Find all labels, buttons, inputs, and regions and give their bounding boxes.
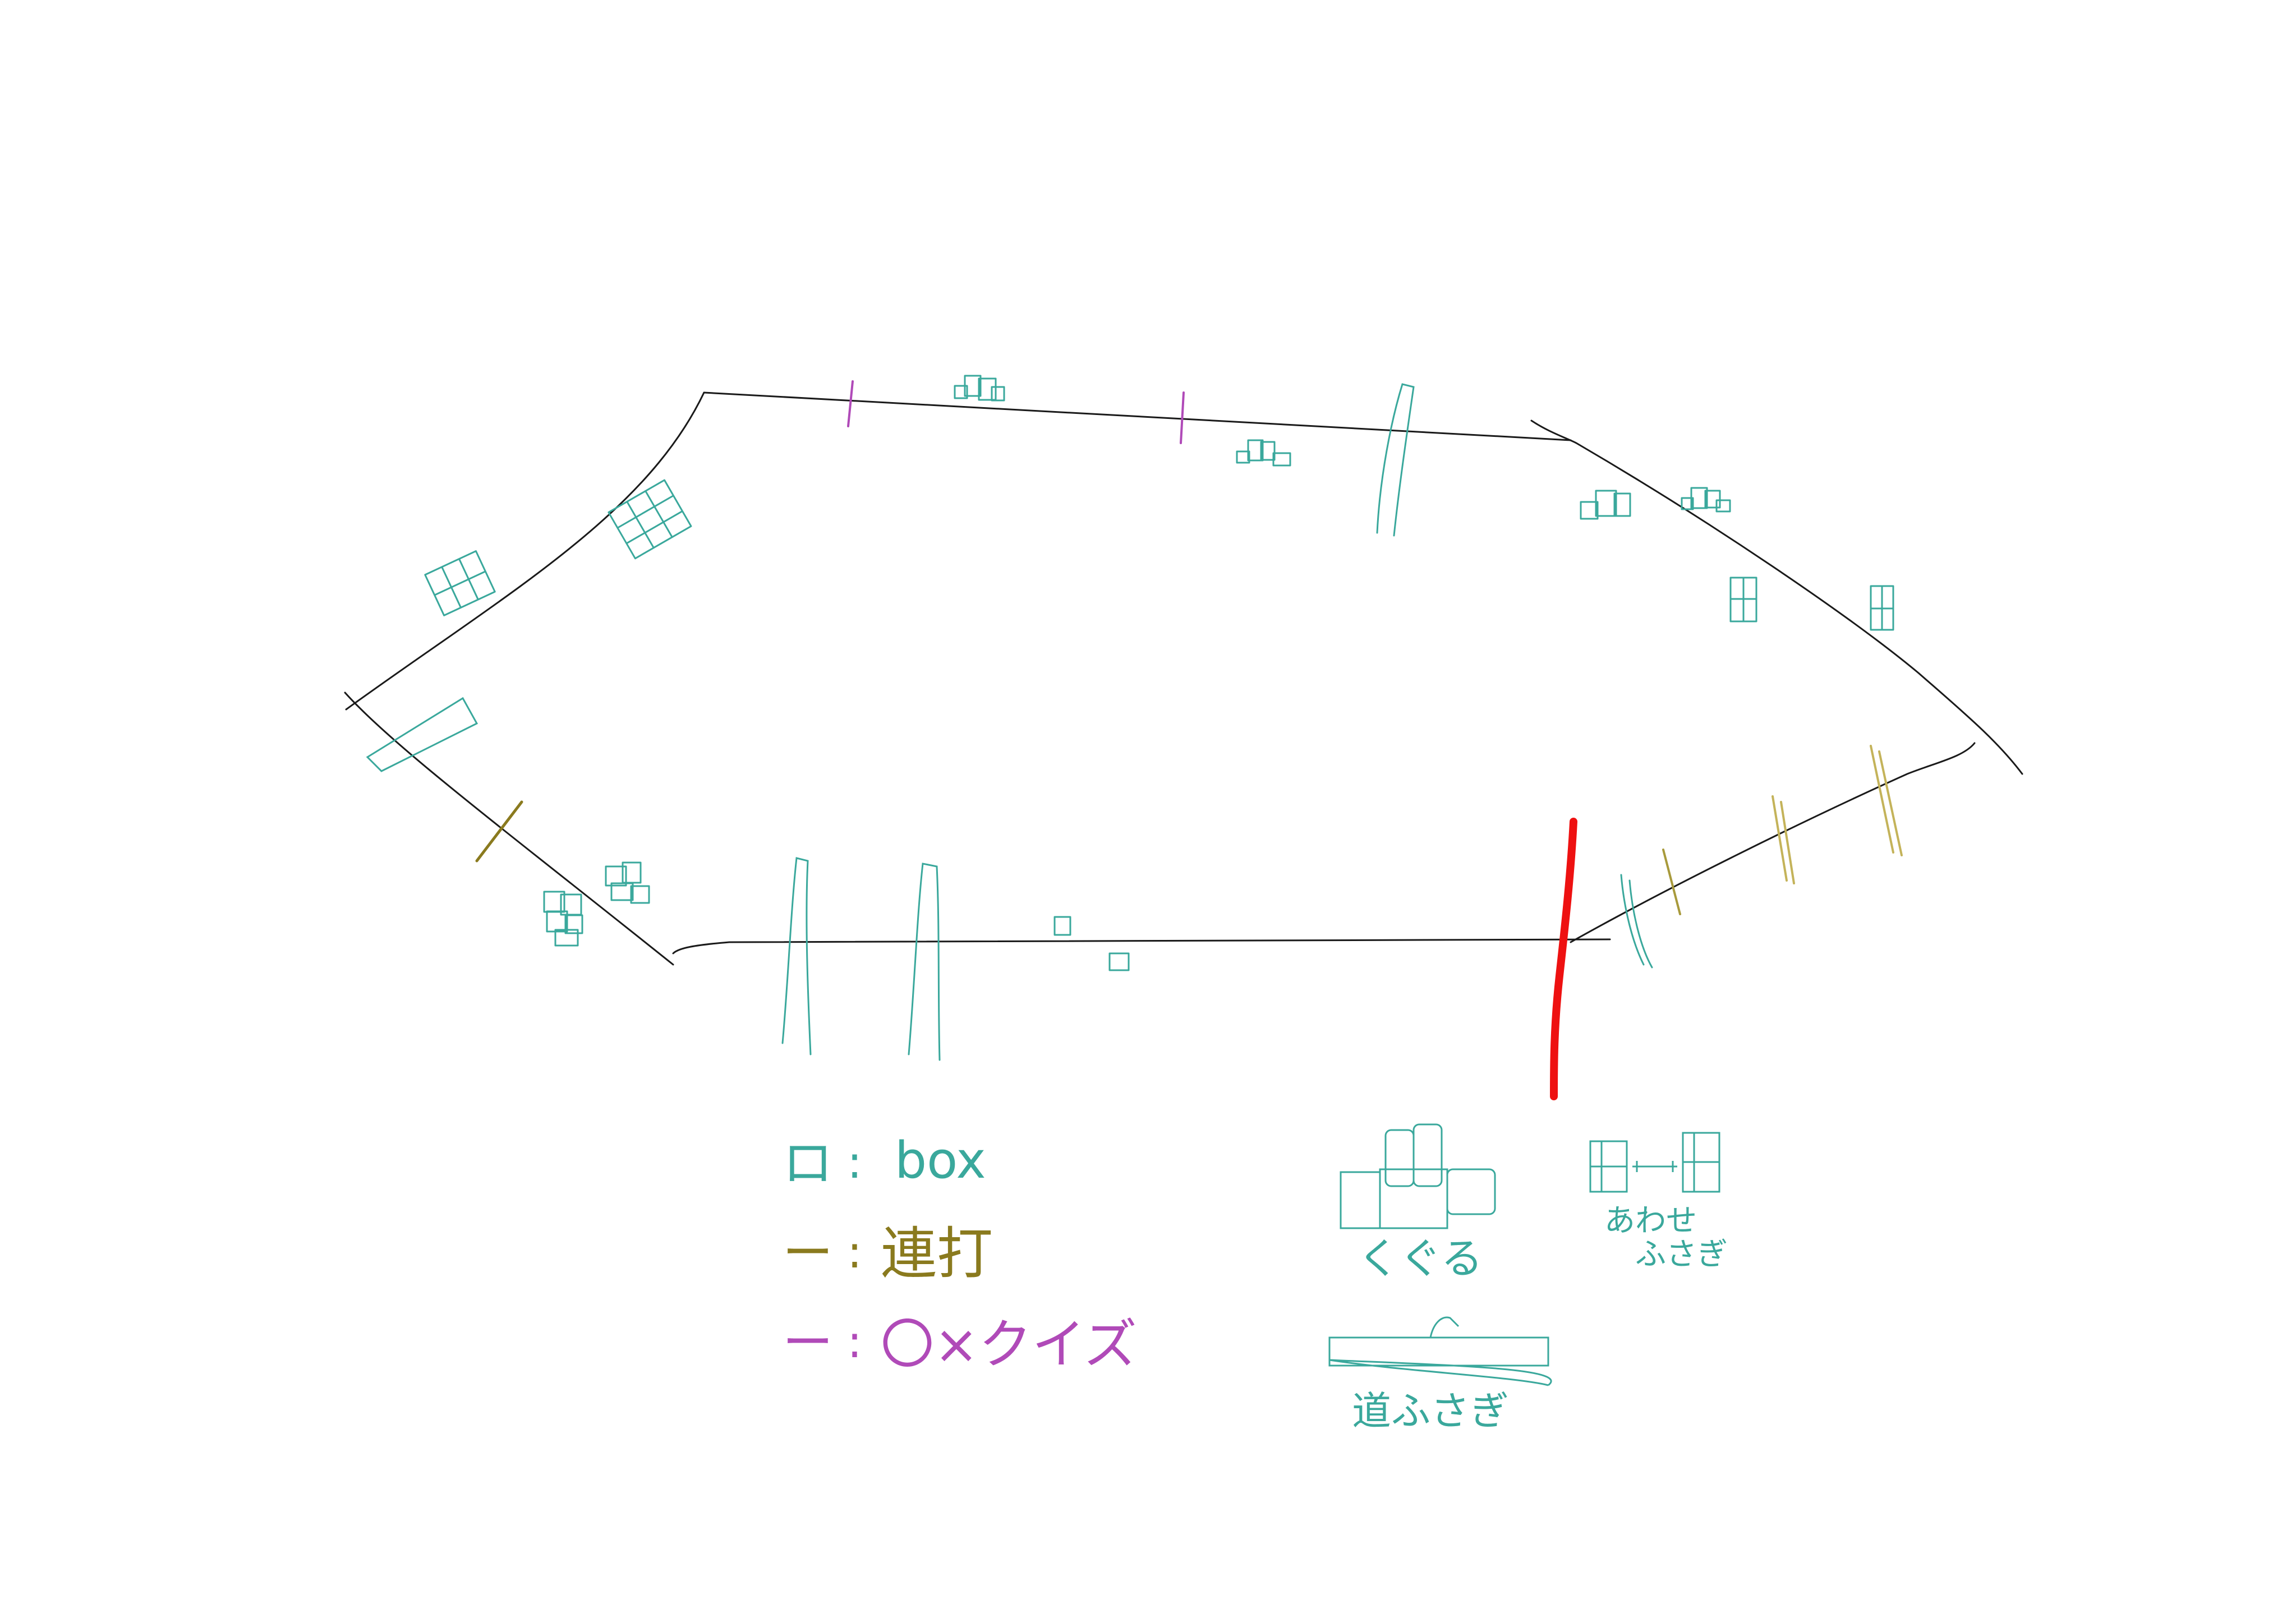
- box-obstacles: [424, 375, 1894, 971]
- example-road-block: 道ふさぎ: [1328, 1316, 1552, 1434]
- road-blocks: [366, 383, 1653, 1061]
- legend-mash-label: 連打: [881, 1221, 993, 1287]
- box-small-bottom-1: [1053, 916, 1071, 936]
- mash-markers: [475, 745, 1903, 915]
- box-small-bottom-2: [1108, 952, 1130, 971]
- legend-quiz-symbol: ー: [783, 1313, 833, 1372]
- legend-box-symbol: ロ: [783, 1134, 833, 1193]
- legend-mash-symbol: ー: [783, 1224, 833, 1283]
- legend-quiz-label: 〇×クイズ: [881, 1314, 1137, 1376]
- example-pillar-label-1: あわせ: [1604, 1202, 1697, 1238]
- legend-mash-sep: :: [847, 1226, 862, 1278]
- legend-quiz-sep: :: [847, 1316, 862, 1368]
- track-edge-left-lower: [344, 691, 674, 966]
- box-cluster-right-2: [1681, 487, 1731, 513]
- box-cluster-right-1: [1580, 490, 1631, 520]
- example-crawl-label: くぐる: [1358, 1234, 1483, 1283]
- track-edge-top-right: [1530, 419, 2023, 775]
- track-edge-left-upper: [345, 391, 705, 711]
- mash-marker-right-1: [1662, 849, 1681, 915]
- track-edge-bottom-right: [1570, 742, 1976, 943]
- box-cluster-left-lower-2: [605, 861, 650, 904]
- road-block-bottom-2: [908, 863, 941, 1061]
- legend: ロ : box ー : 連打 ー : 〇×クイズ: [783, 1131, 1137, 1376]
- box-grid-left-2: [608, 479, 692, 560]
- box-cluster-top-1: [954, 375, 1005, 402]
- quiz-markers: [847, 380, 1185, 444]
- quiz-marker-2: [1180, 391, 1185, 444]
- quiz-marker-1: [847, 380, 854, 427]
- box-stack-right-2: [1870, 585, 1894, 631]
- box-stack-right-1: [1729, 577, 1757, 623]
- track-edge-top: [703, 391, 1572, 441]
- example-pillar-label-2: ふさぎ: [1635, 1236, 1728, 1272]
- mash-marker-left: [475, 800, 523, 863]
- box-cluster-left-lower-1: [543, 891, 583, 947]
- legend-box-sep: :: [847, 1136, 862, 1188]
- legend-box-label: box: [895, 1131, 986, 1190]
- road-block-bottom-right: [1620, 874, 1653, 969]
- example-road-block-label: 道ふさぎ: [1352, 1388, 1509, 1434]
- example-crawl: くぐる: [1340, 1123, 1496, 1283]
- box-grid-left-1: [424, 550, 496, 616]
- road-block-left: [366, 697, 478, 772]
- box-cluster-top-2: [1236, 439, 1291, 467]
- road-block-bottom-1: [781, 857, 812, 1055]
- goal-line: [1550, 818, 1577, 1100]
- course-track: [344, 391, 2023, 966]
- road-block-top-right: [1376, 383, 1415, 537]
- example-pillars: あわせ ふさぎ: [1589, 1132, 1728, 1272]
- mash-marker-right-2: [1772, 795, 1795, 884]
- mash-marker-right-3: [1870, 745, 1903, 856]
- track-edge-bottom: [672, 938, 1611, 955]
